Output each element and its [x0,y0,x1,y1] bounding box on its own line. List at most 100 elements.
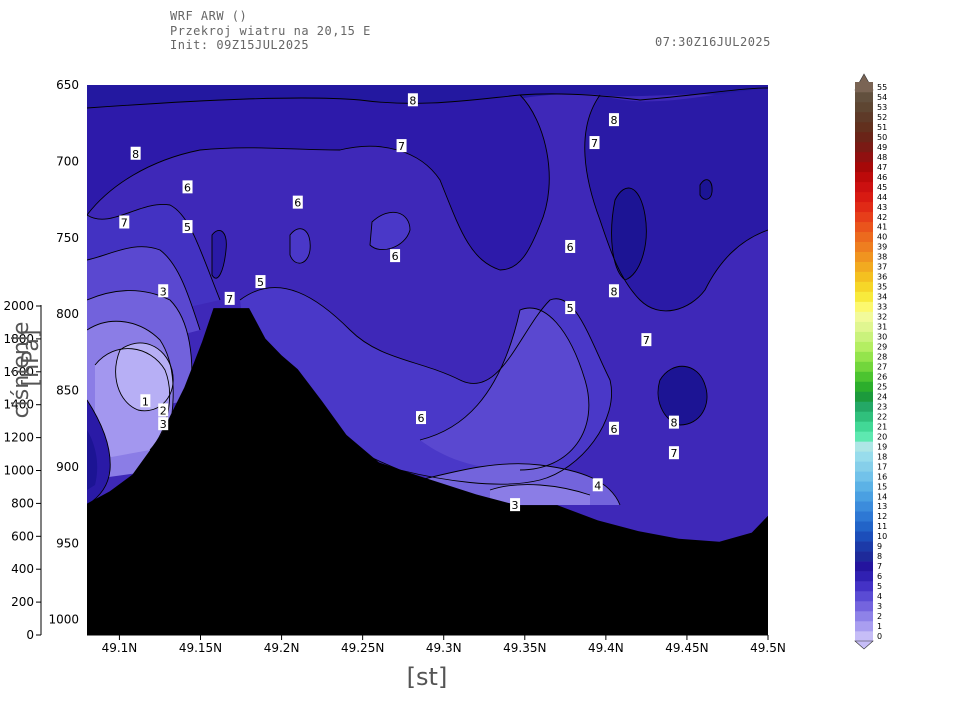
contour-label: 8 [610,285,617,298]
colorbar-swatch [855,141,873,153]
contour-label: 6 [567,241,574,254]
x-tick-label: 49.5N [750,641,786,655]
colorbar-label: 31 [877,323,887,332]
colorbar-label: 2 [877,612,882,621]
init-time: Init: 09Z15JUL2025 [170,38,310,52]
contour-label-box [119,215,130,229]
height-axis-ticks: 0 200 400 600 800 1000 1200 1400 1600 1800 2000 [3,299,41,642]
contour-label: 2 [160,404,167,417]
height-tick-label: 400 [11,562,34,576]
contour-label-box [158,417,169,431]
colorbar-swatch [855,251,873,262]
contour-line [657,365,708,426]
contour-label: 4 [594,479,601,492]
colorbar-swatch [855,351,873,362]
pressure-tick-label: 850 [56,384,79,398]
pressure-tick-label: 950 [56,536,79,550]
colorbar-label: 35 [877,283,887,292]
contour-label: 8 [132,148,139,161]
contour-line [87,290,193,401]
band-8-lower [658,366,708,425]
colorbar-label: 20 [877,432,887,441]
contour-label: 6 [610,423,617,436]
height-tick-label: 0 [26,628,34,642]
band-8-core [611,188,647,280]
contour-line [87,246,201,331]
colorbar-label: 22 [877,412,887,421]
height-tick-label: 600 [11,529,34,543]
colorbar-swatch [855,171,873,183]
colorbar-swatch [855,161,873,173]
contour-label: 8 [409,94,416,107]
contour-label-box [130,146,141,160]
contour-line [369,211,411,250]
colorbar-label: 45 [877,183,887,192]
colorbar-swatch [855,471,873,482]
colorbar-swatch [855,481,873,492]
pressure-tick-label: 650 [56,78,79,92]
pressure-tick-label: 1000 [48,613,79,627]
pressure-tick-label: 900 [56,460,79,474]
colorbar-label: 21 [877,422,887,431]
colorbar-label: 27 [877,363,887,372]
colorbar-swatch [855,271,873,282]
colorbar-label: 16 [877,472,887,481]
contour-label-box [158,403,169,417]
colorbar-label: 36 [877,273,887,282]
colorbar-swatch [855,461,873,472]
colorbar-label: 33 [877,303,887,312]
contour-label-box [140,394,151,408]
colorbar-label: 13 [877,502,887,511]
contour-label-box [182,220,193,234]
pressure-tick-label: 750 [56,231,79,245]
contour-label: 3 [512,499,519,512]
colorbar-label: 46 [877,173,887,182]
height-tick-label: 1400 [3,398,34,412]
contour-label: 7 [670,447,677,460]
contour-label-box [608,113,619,127]
contour-label: 8 [610,114,617,127]
contour-line [115,342,174,412]
contour-label: 3 [160,418,167,431]
contour-line [289,228,311,264]
colorbar-label: 52 [877,113,887,122]
x-tick-label: 49.45N [665,641,708,655]
colorbar-label: 14 [877,492,887,501]
colorbar-swatch [855,151,873,163]
x-tick-label: 49.35N [503,641,546,655]
contour-label-box [565,301,576,315]
colorbar-label: 55 [877,83,887,92]
contour-line [87,94,550,271]
contour-line [419,307,590,471]
colorbar-swatch [855,401,873,412]
height-tick-label: 1600 [3,365,34,379]
x-tick-label: 49.3N [426,641,462,655]
x-axis-ticks: 49.1N 49.15N 49.2N 49.25N 49.3N 49.35N 49.4N 49… [102,635,786,655]
contour-label: 5 [567,302,574,315]
colorbar-label: 28 [877,353,887,362]
wind-field [87,85,768,505]
colorbar-label: 44 [877,193,887,202]
colorbar-label: 26 [877,373,887,382]
colorbar-swatch [855,311,873,322]
colorbar-label: 41 [877,223,887,232]
contour-label-box [396,139,407,153]
colorbar-label: 24 [877,392,887,401]
contour-label-box [565,239,576,253]
colorbar-label: 11 [877,522,887,531]
x-tick-label: 49.4N [588,641,624,655]
colorbar-label: 17 [877,462,887,471]
colorbar-swatch [855,221,873,233]
colorbar-label: 6 [877,572,882,581]
colorbar-label: 38 [877,253,887,262]
band-1-left [115,342,174,411]
colorbar-label: 34 [877,293,887,302]
contour-label: 6 [418,412,425,425]
contour-label-box [224,291,235,305]
contour-label: 7 [121,217,128,230]
band-8-edge [87,430,98,490]
colorbar-swatch [855,421,873,432]
colorbar-swatch [855,241,873,252]
contour-label-box [592,478,603,492]
